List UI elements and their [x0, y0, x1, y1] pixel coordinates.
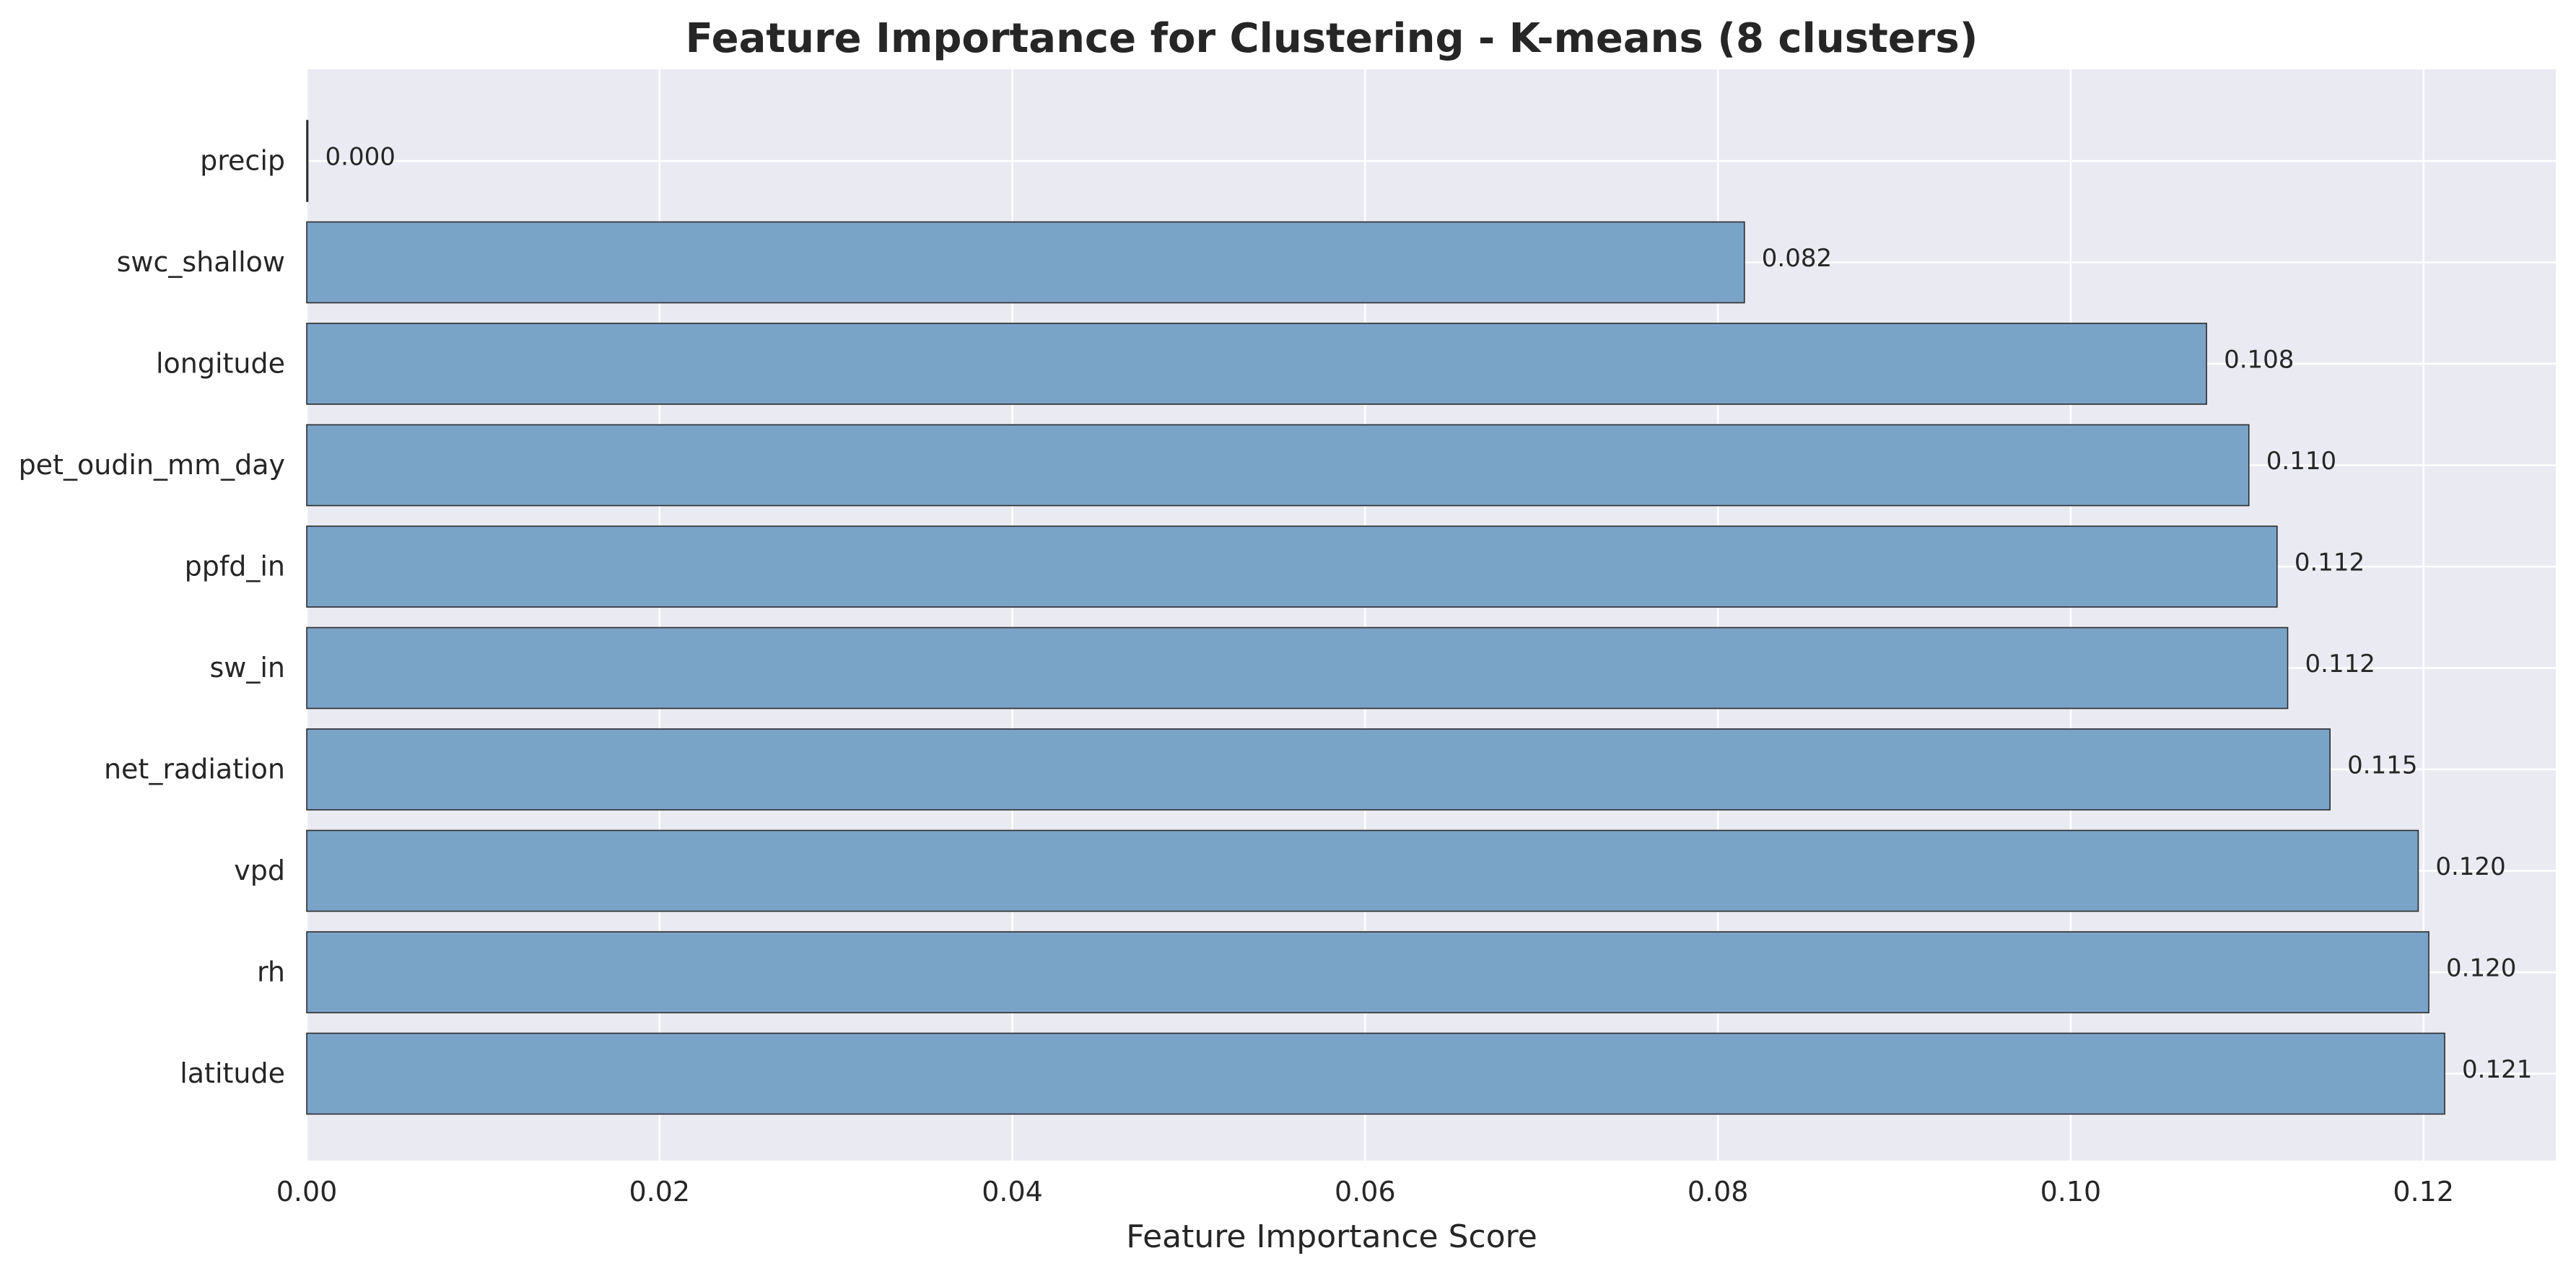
x-axis-label: Feature Importance Score [1126, 1218, 1537, 1255]
x-tick-label: 0.02 [629, 1176, 690, 1208]
y-tick-label: sw_in [209, 652, 285, 684]
x-tick-label: 0.00 [276, 1176, 338, 1208]
x-tick-label: 0.10 [2040, 1176, 2102, 1208]
bar [306, 829, 2419, 912]
bar [306, 221, 1745, 304]
data-label: 0.110 [2266, 447, 2336, 476]
data-label: 0.000 [326, 143, 396, 172]
y-tick-label: latitude [180, 1057, 285, 1089]
y-tick-label: precip [200, 145, 285, 177]
bars [306, 120, 2445, 1115]
bar [306, 323, 2207, 405]
bar [306, 728, 2331, 811]
data-label: 0.082 [1762, 244, 1832, 273]
x-tick-label: 0.04 [982, 1176, 1043, 1208]
data-label: 0.121 [2462, 1055, 2532, 1084]
bar [306, 931, 2429, 1013]
data-label: 0.112 [2295, 549, 2365, 577]
y-tick-label: vpd [234, 855, 285, 886]
data-labels: 0.000 0.082 0.108 0.110 0.112 0.112 0.115 0.120… [326, 143, 2533, 1085]
data-label: 0.108 [2224, 346, 2294, 375]
data-label: 0.120 [2446, 954, 2516, 983]
bar [306, 120, 309, 202]
chart-title: Feature Importance for Clustering - K-me… [686, 15, 1978, 62]
x-tick-labels: 0.00 0.02 0.04 0.06 0.08 0.10 0.12 [276, 1176, 2454, 1208]
data-label: 0.115 [2347, 751, 2417, 780]
y-tick-labels: precip swc_shallow longitude pet_oudin_mm_d… [19, 145, 285, 1090]
y-tick-label: ppfd_in [185, 551, 285, 582]
y-tick-label: swc_shallow [117, 246, 285, 278]
y-tick-label: longitude [156, 348, 285, 380]
y-tick-label: rh [257, 956, 285, 988]
x-tick-label: 0.06 [1335, 1176, 1396, 1208]
data-label: 0.120 [2435, 852, 2505, 881]
x-tick-label: 0.08 [1688, 1176, 1749, 1208]
y-tick-label: net_radiation [104, 754, 285, 785]
bar [306, 525, 2278, 608]
data-label: 0.112 [2305, 650, 2375, 678]
bar [306, 424, 2250, 507]
x-tick-label: 0.12 [2393, 1176, 2454, 1208]
bar [306, 627, 2289, 710]
bar [306, 1032, 2445, 1115]
y-tick-label: pet_oudin_mm_day [19, 449, 285, 481]
